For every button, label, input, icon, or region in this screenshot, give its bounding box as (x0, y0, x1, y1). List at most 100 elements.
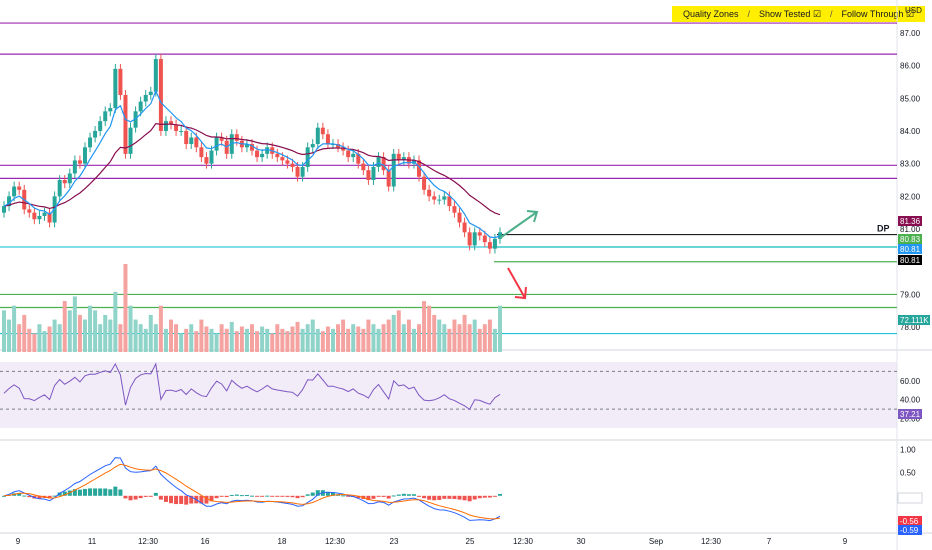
candle-body (244, 144, 249, 148)
volume-bar (2, 310, 6, 352)
volume-bar (189, 324, 194, 352)
macd-histogram-bar (467, 495, 472, 502)
volume-bar (275, 324, 280, 352)
candle-body (265, 147, 270, 154)
time-tick-label: Sep (649, 537, 664, 546)
macd-histogram-bar (214, 495, 219, 499)
volume-bar (381, 324, 386, 352)
volume-bar (386, 319, 391, 352)
candle-body (330, 144, 335, 146)
volume-bar (437, 319, 442, 352)
candle-body (437, 199, 442, 201)
candle-body (128, 127, 133, 154)
candle-body (214, 137, 219, 151)
volume-bar (270, 333, 275, 352)
candle-body (305, 147, 310, 167)
volume-bar (47, 326, 52, 352)
volume-bar (214, 333, 219, 352)
macd-histogram-bar (270, 495, 275, 497)
macd-histogram-bar (93, 488, 98, 496)
candle-body (17, 186, 22, 190)
macd-badge-text: -0.59 (900, 526, 919, 535)
time-tick-label: 12:30 (513, 537, 534, 546)
candle-body (472, 232, 477, 246)
rsi-badge (898, 409, 922, 419)
candle-body (295, 166, 300, 177)
volume-bar (17, 324, 22, 352)
volume-bar (371, 324, 376, 352)
candle-body (72, 160, 77, 174)
candle-body (432, 196, 437, 200)
macd-histogram-bar (411, 494, 416, 496)
macd-histogram-bar (143, 495, 148, 497)
volume-bar (12, 305, 17, 352)
volume-bar (427, 305, 432, 352)
volume-badge (898, 315, 930, 325)
volume-bar (325, 326, 330, 352)
macd-histogram-bar (199, 495, 204, 504)
macd-histogram-bar (482, 495, 487, 498)
time-tick-label: 23 (390, 537, 399, 546)
candle-body (341, 147, 346, 151)
ema-fast-line (3, 89, 501, 239)
macd-histogram-bar (371, 495, 376, 499)
macd-histogram-bar (432, 495, 437, 501)
volume-bar (300, 328, 305, 352)
candle-body (487, 242, 492, 249)
volume-bar (396, 310, 401, 352)
candle-body (47, 212, 52, 223)
price-tick-label: 84.00 (900, 127, 921, 136)
legend-follow-through[interactable]: Follow Through ☑ (841, 8, 914, 19)
macd-histogram-bar (255, 495, 260, 497)
macd-badge-text: -0.03 (900, 494, 919, 503)
indicator-legend[interactable]: Quality Zones / Show Tested ☑ / Follow T… (672, 6, 925, 22)
legend-show-tested[interactable]: Show Tested ☑ (759, 8, 821, 19)
rsi-line (3, 362, 501, 411)
volume-bar (280, 328, 285, 352)
candle-body (138, 101, 143, 112)
macd-histogram-bar (108, 489, 113, 496)
macd-histogram-bar (305, 494, 310, 496)
volume-bar (351, 324, 356, 352)
macd-histogram-bar (260, 495, 265, 497)
price-badge-text: 80.83 (900, 235, 921, 244)
volume-bar (32, 333, 37, 352)
candle-body (457, 212, 462, 223)
volume-bar (209, 328, 214, 352)
macd-histogram-bar (315, 490, 320, 496)
macd-histogram-bar (229, 494, 234, 496)
volume-bar (356, 326, 361, 352)
macd-line (3, 457, 501, 522)
price-badge-text: 81.36 (900, 217, 921, 226)
rsi-tick-label: 20.00 (900, 415, 921, 424)
volume-bar (285, 331, 290, 352)
macd-histogram-bar (47, 495, 52, 499)
macd-histogram-bar (72, 489, 77, 496)
time-tick-label: 12:30 (701, 537, 722, 546)
macd-histogram-bar (447, 495, 452, 499)
time-tick-label: 12:30 (138, 537, 159, 546)
candle-body (361, 163, 366, 171)
volume-bar (204, 326, 209, 352)
price-badge (898, 244, 922, 254)
candle-body (250, 144, 254, 151)
candle-body (118, 68, 123, 95)
macd-histogram-bar (98, 488, 103, 496)
volume-bar (417, 324, 422, 352)
time-tick-label: 9 (16, 537, 21, 546)
macd-histogram-bar (442, 495, 447, 499)
macd-tick-label: 1.00 (900, 445, 916, 454)
macd-histogram-bar (224, 495, 229, 498)
down-arrow (507, 267, 527, 300)
volume-bar (467, 324, 472, 352)
volume-bar (123, 264, 128, 352)
macd-histogram-bar (138, 495, 143, 499)
macd-histogram-bar (376, 495, 381, 497)
dp-label: DP (877, 224, 890, 234)
candle-body (280, 157, 285, 161)
macd-histogram-bar (77, 489, 82, 496)
candle-body (366, 170, 371, 180)
legend-quality-zones[interactable]: Quality Zones (683, 9, 739, 19)
candle-body (325, 134, 330, 145)
